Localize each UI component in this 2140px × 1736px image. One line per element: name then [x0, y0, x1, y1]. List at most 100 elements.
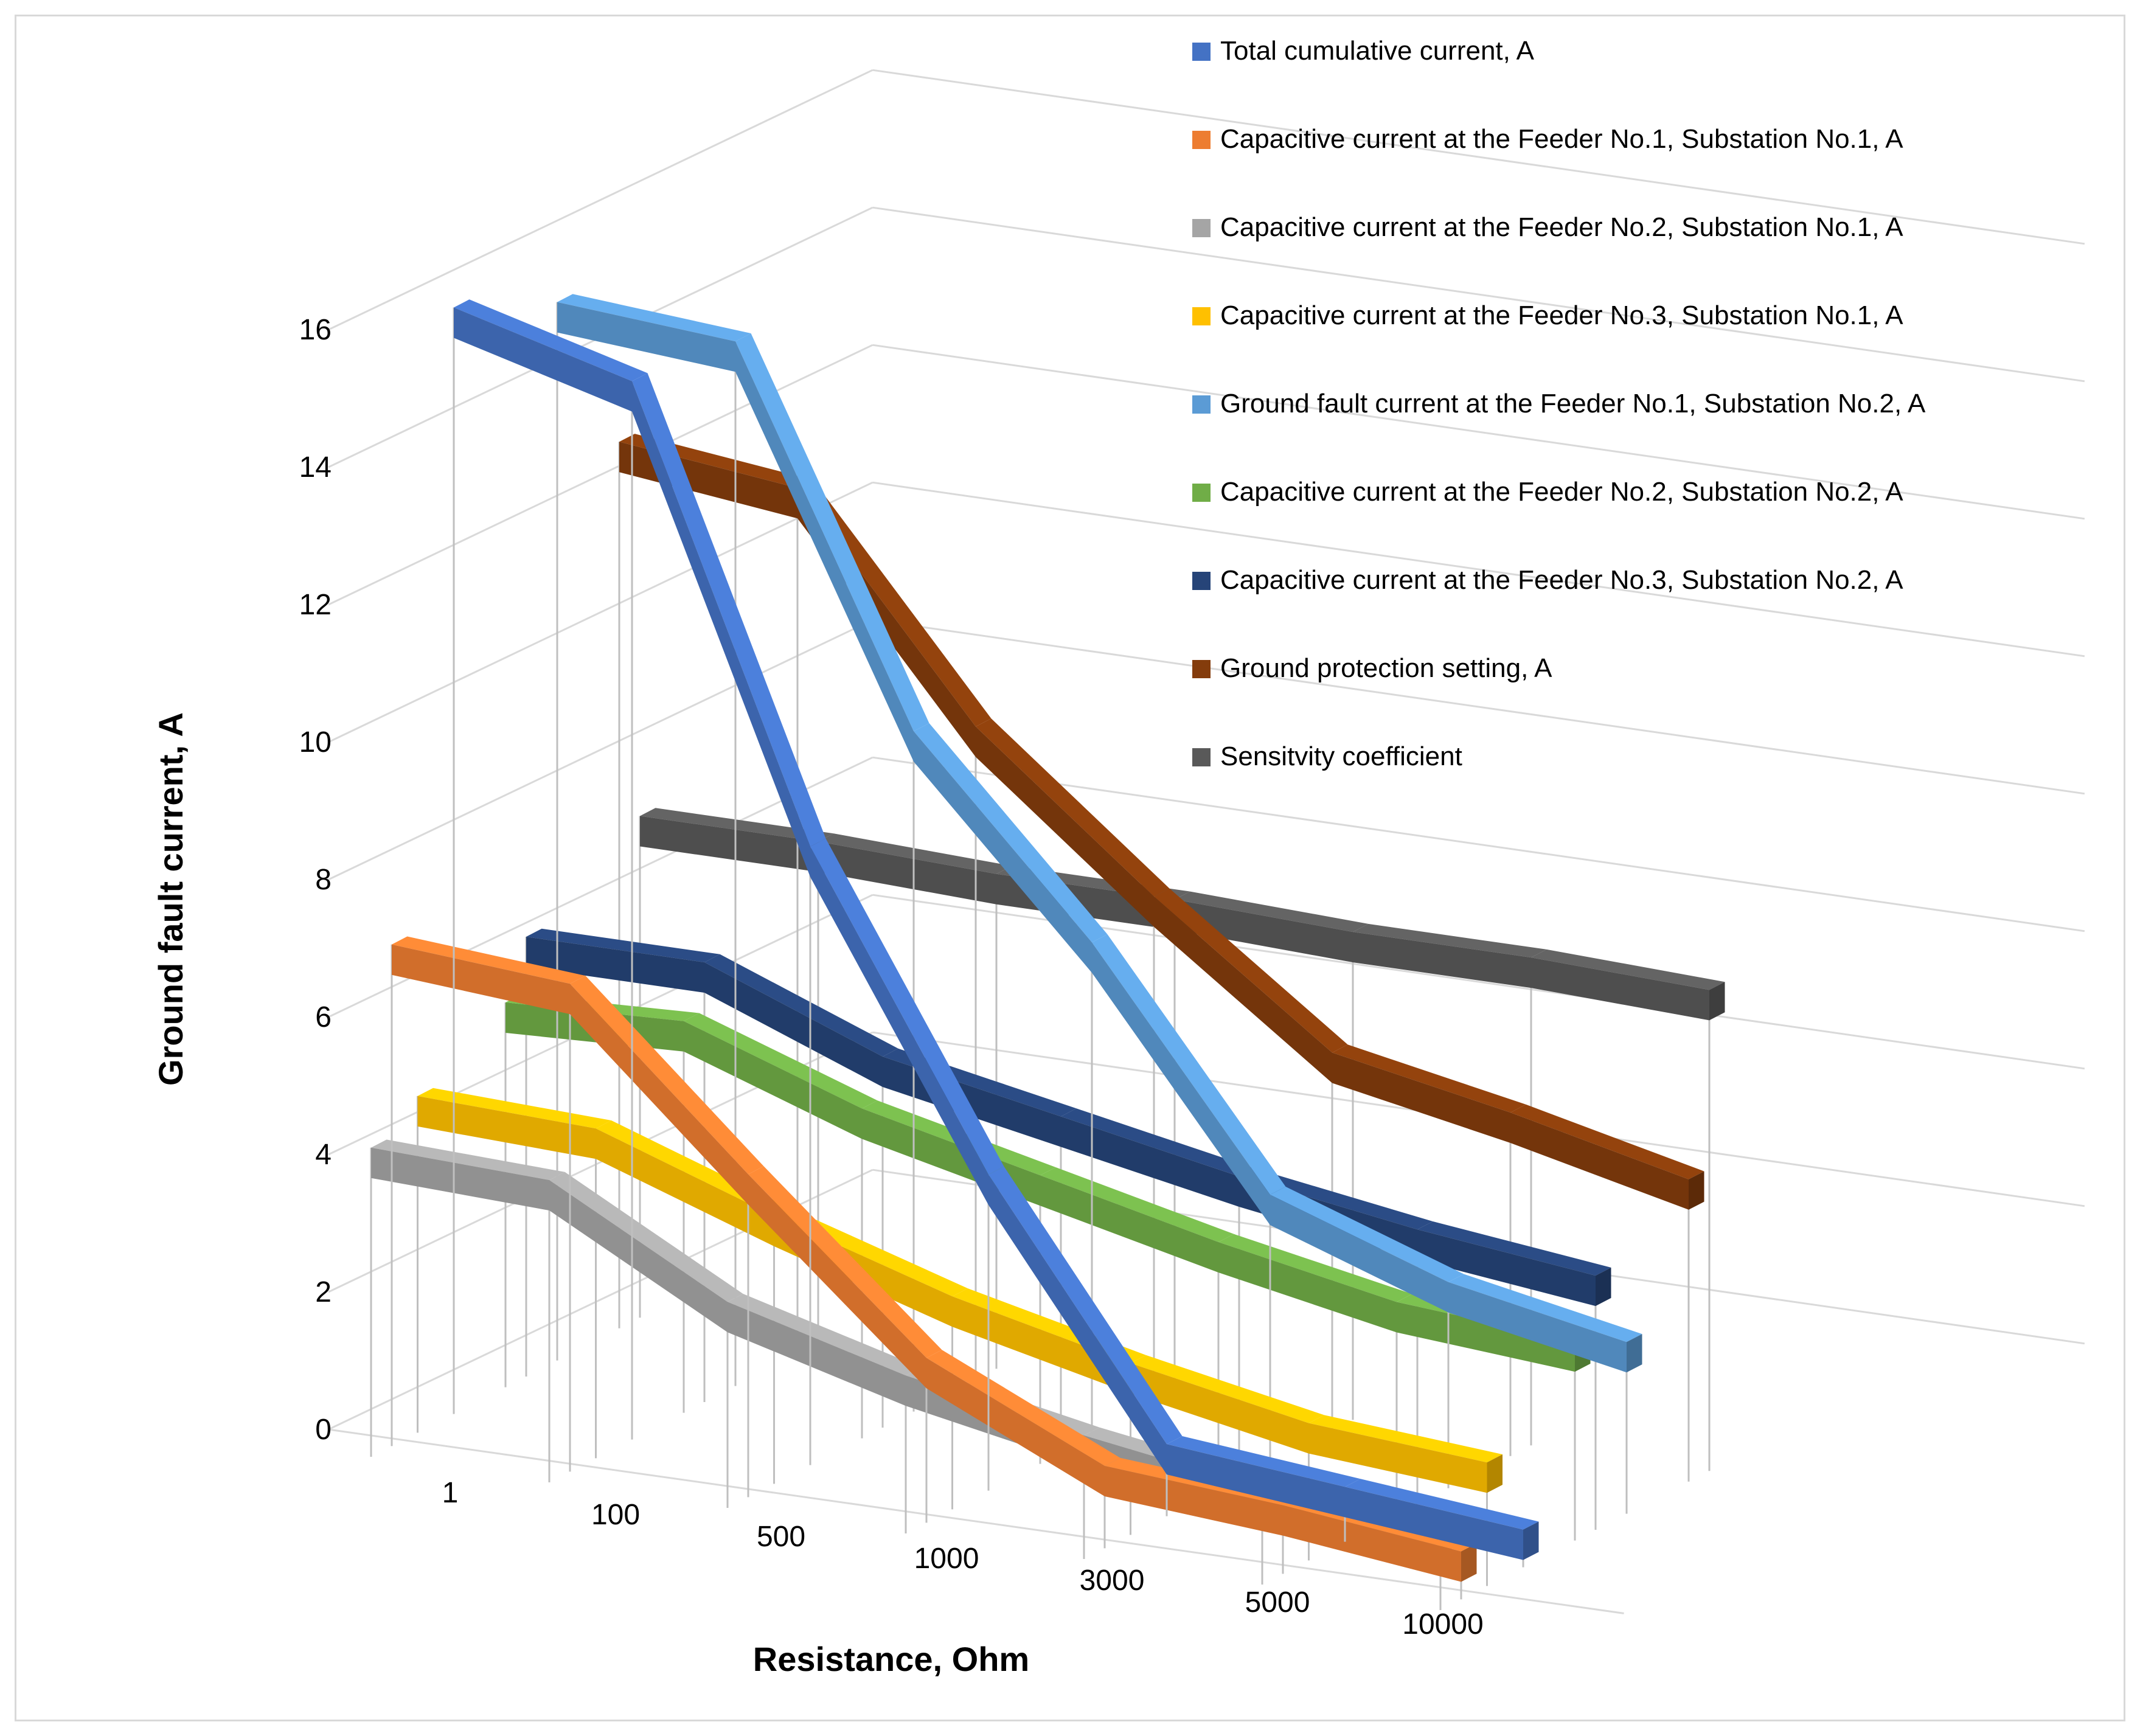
gridline-left-5	[328, 481, 874, 743]
y-axis-label: Ground fault current, A	[151, 712, 190, 1086]
ribbon-top	[684, 1013, 878, 1109]
ribbon-top	[1510, 1104, 1704, 1179]
ribbon-top	[735, 333, 929, 732]
y-tick-label: 0	[315, 1414, 332, 1446]
ribbon-front	[371, 1147, 549, 1210]
x-tick-label: 10000	[1402, 1608, 1483, 1641]
ribbon-front	[1345, 1487, 1523, 1560]
ribbon-front	[988, 1175, 1167, 1475]
ribbon-front	[728, 1302, 906, 1406]
ribbon-top	[926, 1350, 1120, 1466]
ribbon-front	[640, 816, 818, 872]
ribbon-top	[549, 1172, 743, 1302]
legend-label: Capacitive current at the Feeder No.3, S…	[1220, 300, 1903, 330]
gridline-back-5	[872, 481, 2085, 658]
ribbon-end	[1596, 1267, 1611, 1307]
ribbon-front	[526, 937, 704, 993]
legend-label: Sensitvity coefficient	[1220, 741, 1462, 771]
ribbon-end	[1487, 1454, 1503, 1493]
y-tick-label: 10	[299, 726, 332, 759]
legend-label: Capacitive current at the Feeder No.3, S…	[1220, 565, 1903, 595]
x-tick-label: 100	[591, 1499, 640, 1531]
gridline-back-3	[872, 756, 2085, 932]
ribbon-front	[914, 731, 1092, 973]
ribbon-end	[1523, 1521, 1539, 1560]
gridline-back-4	[872, 619, 2085, 795]
ribbon-top	[1218, 1234, 1412, 1302]
ribbon-top	[557, 294, 751, 342]
ribbon-top	[728, 1294, 922, 1376]
legend-label: Capacitive current at the Feeder No.2, S…	[1220, 212, 1903, 242]
ribbon-front	[704, 962, 883, 1087]
gridline-left-8	[328, 69, 874, 331]
ribbon-top	[748, 1166, 942, 1358]
floor-front-edge	[328, 1428, 1624, 1614]
y-tick-label: 4	[315, 1139, 332, 1171]
ribbon-front	[392, 944, 570, 1015]
ribbon-front	[976, 726, 1154, 927]
ribbon-front	[632, 381, 810, 877]
ribbon-top	[632, 373, 826, 847]
gridline-back-7	[872, 206, 2085, 383]
ribbon-top	[914, 723, 1108, 943]
legend-label: Capacitive current at the Feeder No.1, S…	[1220, 124, 1903, 154]
ribbon-front	[596, 1128, 774, 1246]
legend-swatch	[1192, 484, 1211, 502]
ribbon-front	[810, 846, 988, 1205]
ribbon-front	[570, 984, 748, 1205]
legend: Total cumulative current, A Capacitive cu…	[1192, 36, 1926, 771]
ribbon-top	[1332, 1044, 1526, 1113]
legend-label: Total cumulative current, A	[1220, 36, 1535, 66]
ribbon-front	[1061, 1116, 1239, 1207]
ribbon-front	[1154, 896, 1332, 1083]
ribbon-end	[1461, 1543, 1477, 1582]
ribbon-front	[1130, 1363, 1309, 1454]
ribbon-front	[1040, 1175, 1218, 1272]
ribbon-top	[1308, 1415, 1503, 1463]
ribbon-top	[1345, 1479, 1539, 1530]
ribbon-top	[1270, 1186, 1464, 1282]
ribbon-front	[1332, 1052, 1510, 1143]
ribbon-front	[926, 1358, 1105, 1496]
ribbon-front	[748, 1174, 926, 1389]
y-tick-label: 14	[299, 451, 332, 484]
ribbon-front	[549, 1180, 728, 1333]
series-ribbons	[370, 294, 1725, 1610]
ribbon-front	[1448, 1282, 1627, 1373]
legend-swatch	[1192, 219, 1211, 237]
legend-swatch	[1192, 748, 1211, 766]
y-tick-label: 2	[315, 1276, 332, 1308]
legend-swatch	[1192, 660, 1211, 678]
ribbon-top	[1239, 1168, 1433, 1230]
ribbon-top	[640, 808, 834, 842]
y-tick-label: 16	[299, 314, 332, 346]
ribbon-front	[1092, 942, 1270, 1226]
ribbon-top	[1130, 1355, 1324, 1423]
ribbon-front	[818, 841, 996, 904]
legend-swatch	[1192, 395, 1211, 414]
ribbon-top	[454, 299, 648, 381]
ribbon-top	[1417, 1221, 1611, 1276]
y-tick-label: 6	[315, 1001, 332, 1033]
ribbon-top	[1167, 1436, 1361, 1487]
x-axis-label: Resistance, Ohm	[753, 1640, 1029, 1678]
ribbon-top	[526, 928, 720, 962]
ribbon-top	[392, 936, 586, 984]
legend-swatch	[1192, 131, 1211, 149]
ribbon-front	[684, 1021, 862, 1139]
ribbon-top	[810, 838, 1004, 1175]
ribbon-end	[1689, 1171, 1704, 1210]
ribbon-top	[570, 976, 764, 1175]
ribbon-top	[371, 1139, 565, 1180]
x-tick-labels: 1 100 500 1000 3000 5000 10000	[442, 1477, 1484, 1641]
ribbon-front	[1105, 1466, 1283, 1536]
legend-swatch	[1192, 572, 1211, 590]
ribbon-front	[1510, 1113, 1689, 1210]
ribbon-front	[1397, 1302, 1575, 1372]
legend-label: Ground fault current at the Feeder No.1,…	[1220, 389, 1926, 418]
legend-label: Capacitive current at the Feeder No.2, S…	[1220, 477, 1903, 507]
ribbon-front	[1283, 1505, 1461, 1582]
x-tick-label: 1000	[914, 1543, 979, 1575]
ribbon-front	[557, 302, 735, 372]
ribbon-top	[976, 718, 1170, 897]
